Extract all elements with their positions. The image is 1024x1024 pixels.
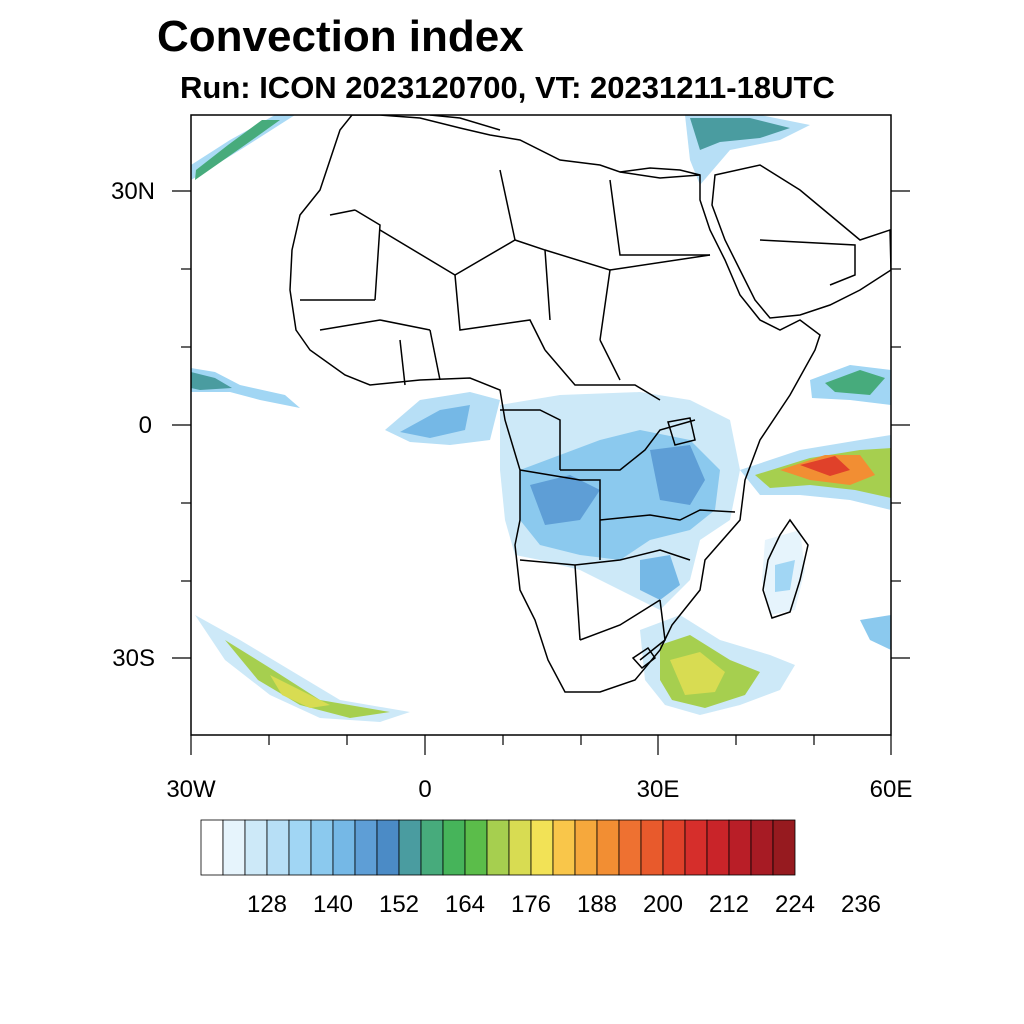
colorbar-label: 152 — [379, 891, 419, 918]
colorbar-swatch — [618, 819, 642, 876]
colorbar-swatch — [222, 819, 246, 876]
colorbar-label: 236 — [841, 891, 881, 918]
colorbar — [200, 819, 796, 876]
lon-label-0: 0 — [418, 776, 431, 803]
colorbar-swatch — [596, 819, 620, 876]
colorbar-swatch — [684, 819, 708, 876]
colorbar-swatch — [530, 819, 554, 876]
colorbar-swatch — [442, 819, 466, 876]
colorbar-label: 128 — [247, 891, 287, 918]
colorbar-swatch — [508, 819, 532, 876]
colorbar-labels: 128 140 152 164 176 188 200 212 224 236 — [247, 891, 881, 918]
chart-title: Convection index — [157, 12, 524, 61]
lat-ticks — [172, 190, 910, 659]
lon-label-30w: 30W — [166, 776, 216, 803]
colorbar-label: 200 — [643, 891, 683, 918]
colorbar-swatch — [266, 819, 290, 876]
colorbar-swatch — [486, 819, 510, 876]
colorbar-swatch — [244, 819, 268, 876]
colorbar-label: 164 — [445, 891, 485, 918]
colorbar-label: 140 — [313, 891, 353, 918]
coastlines-borders — [289, 115, 891, 693]
colorbar-swatch — [772, 819, 796, 876]
colorbar-label: 176 — [511, 891, 551, 918]
colorbar-swatch — [376, 819, 400, 876]
lat-label-0: 0 — [139, 412, 152, 439]
colorbar-swatch — [310, 819, 334, 876]
lon-label-60e: 60E — [870, 776, 913, 803]
colorbar-swatch — [398, 819, 422, 876]
convection-field — [191, 115, 891, 722]
colorbar-swatch — [706, 819, 730, 876]
colorbar-swatch — [288, 819, 312, 876]
chart-subtitle: Run: ICON 2023120700, VT: 20231211-18UTC — [180, 70, 835, 105]
colorbar-swatch — [332, 819, 356, 876]
colorbar-swatch — [750, 819, 774, 876]
colorbar-swatch — [464, 819, 488, 876]
colorbar-swatch — [640, 819, 664, 876]
lat-label-30n: 30N — [111, 178, 155, 205]
lon-ticks — [190, 735, 892, 755]
colorbar-swatch — [420, 819, 444, 876]
colorbar-swatch — [200, 819, 224, 876]
colorbar-swatch — [662, 819, 686, 876]
colorbar-swatch — [354, 819, 378, 876]
lon-label-30e: 30E — [637, 776, 680, 803]
colorbar-label: 212 — [709, 891, 749, 918]
colorbar-label: 188 — [577, 891, 617, 918]
lat-label-30s: 30S — [112, 645, 155, 672]
colorbar-label: 224 — [775, 891, 815, 918]
colorbar-swatch — [574, 819, 598, 876]
colorbar-swatch — [728, 819, 752, 876]
colorbar-swatch — [552, 819, 576, 876]
